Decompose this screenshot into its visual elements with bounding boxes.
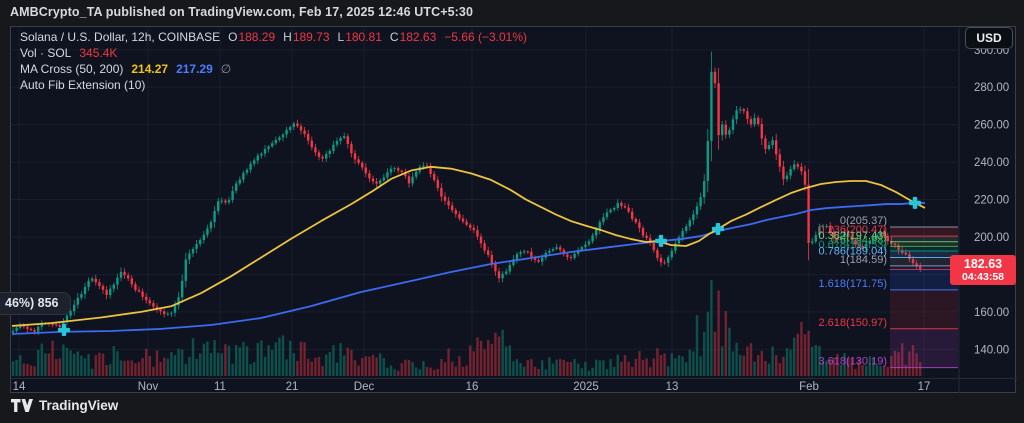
tradingview-watermark[interactable]: TradingView: [11, 398, 118, 413]
ma-cross-markers: [58, 196, 921, 337]
time-tick-label: 2025: [573, 381, 599, 393]
chart-panel: 0(205.37) 0.236(200.47) 0.382(197.43) 0.5(1…: [10, 26, 1017, 394]
publisher-bar: AMBCrypto_TA published on TradingView.co…: [10, 5, 474, 19]
svg-text:1.618(171.75): 1.618(171.75): [819, 278, 888, 290]
svg-text:1(184.59): 1(184.59): [840, 254, 887, 266]
clipped-drawing-label: 46%) 856: [0, 292, 71, 315]
last-price-axis-label: 182.63 04:43:58: [950, 255, 1016, 285]
symbol-title: Solana / U.S. Dollar, 12h, COINBASE: [20, 30, 221, 44]
ohlc-high: H 189.73: [283, 30, 330, 44]
svg-text:0.382(197.43): 0.382(197.43): [819, 230, 888, 242]
ma-cross-label: MA Cross (50, 200): [20, 62, 124, 76]
time-tick-label: 21: [286, 381, 299, 393]
svg-text:0.236(200.47): 0.236(200.47): [819, 224, 888, 236]
price-tick-label: 240.00: [974, 157, 1009, 169]
legend-ma-cross-row[interactable]: MA Cross (50, 200) 214.27 217.29 ∅: [20, 63, 527, 76]
legend-symbol-row[interactable]: Solana / U.S. Dollar, 12h, COINBASE O 188…: [20, 31, 527, 44]
svg-text:2.618(150.97): 2.618(150.97): [819, 317, 888, 329]
time-tick-label: 17: [918, 381, 931, 393]
time-tick-label: Nov: [138, 381, 159, 393]
time-tick-label: Dec: [354, 381, 375, 393]
volume-value: 345.4K: [79, 46, 118, 60]
time-tick-label: 11: [214, 381, 226, 393]
volume-series: [11, 280, 922, 376]
time-tick-label: 14: [13, 381, 26, 393]
ohlc-open: O 188.29: [228, 30, 276, 44]
ohlc-close: C 182.63: [389, 30, 437, 44]
change-value: −5.66 (−3.01%): [444, 30, 528, 44]
price-tick-label: 260.00: [974, 120, 1009, 132]
candlestick-series: [11, 51, 922, 336]
legend-volume-row[interactable]: Vol · SOL 345.4K: [20, 47, 527, 60]
axis-separators: [11, 28, 1017, 393]
time-tick-label: Feb: [799, 381, 819, 393]
legend: Solana / U.S. Dollar, 12h, COINBASE O 188…: [20, 31, 527, 92]
price-tick-label: 200.00: [974, 232, 1009, 244]
price-tick-label: 280.00: [974, 82, 1009, 94]
price-tick-label: 160.00: [974, 307, 1009, 319]
ma-200-line: [11, 202, 925, 335]
time-tick-label: 13: [666, 381, 679, 393]
ma50-value: 214.27: [131, 62, 169, 76]
currency-toggle-button[interactable]: USD: [965, 27, 1013, 49]
svg-text:0.5(194.98): 0.5(194.98): [831, 234, 887, 246]
volume-label: Vol · SOL: [20, 46, 72, 60]
fib-extension-bands: [890, 226, 958, 369]
chart-pane[interactable]: 0(205.37)0.236(200.47)0.382(197.43)0.5(1…: [11, 27, 1017, 394]
time-tick-label: 16: [466, 381, 479, 393]
svg-text:0.786(189.04): 0.786(189.04): [819, 246, 888, 258]
last-price-value: 182.63: [963, 256, 1003, 271]
ma200-value: 217.29: [176, 62, 213, 76]
legend-fib-row[interactable]: Auto Fib Extension (10): [20, 79, 527, 92]
price-axis[interactable]: 300.00280.00260.00240.00220.00200.00160.…: [974, 45, 1009, 357]
svg-text:0(205.37): 0(205.37): [840, 215, 887, 227]
time-axis[interactable]: 14 Nov 11 21 Dec 16 2025 13 Feb 17: [13, 381, 931, 393]
fib-level-labels: 0(205.37)0.236(200.47)0.382(197.43)0.5(1…: [819, 215, 888, 368]
auto-fib-label: Auto Fib Extension (10): [20, 78, 146, 92]
ma-50-line: [11, 165, 926, 327]
svg-text:0.618(192.53): 0.618(192.53): [819, 239, 888, 251]
bar-countdown: 04:43:58: [961, 270, 1005, 283]
svg-text:3.618(130.19): 3.618(130.19): [819, 356, 888, 368]
tradingview-logo-icon: [11, 399, 33, 412]
tradingview-logo-text: TradingView: [39, 398, 119, 413]
ma-cross-empty-icon: ∅: [220, 62, 232, 76]
price-tick-label: 140.00: [974, 344, 1009, 356]
price-tick-label: 220.00: [974, 195, 1009, 207]
ohlc-low: L 180.81: [337, 30, 382, 44]
